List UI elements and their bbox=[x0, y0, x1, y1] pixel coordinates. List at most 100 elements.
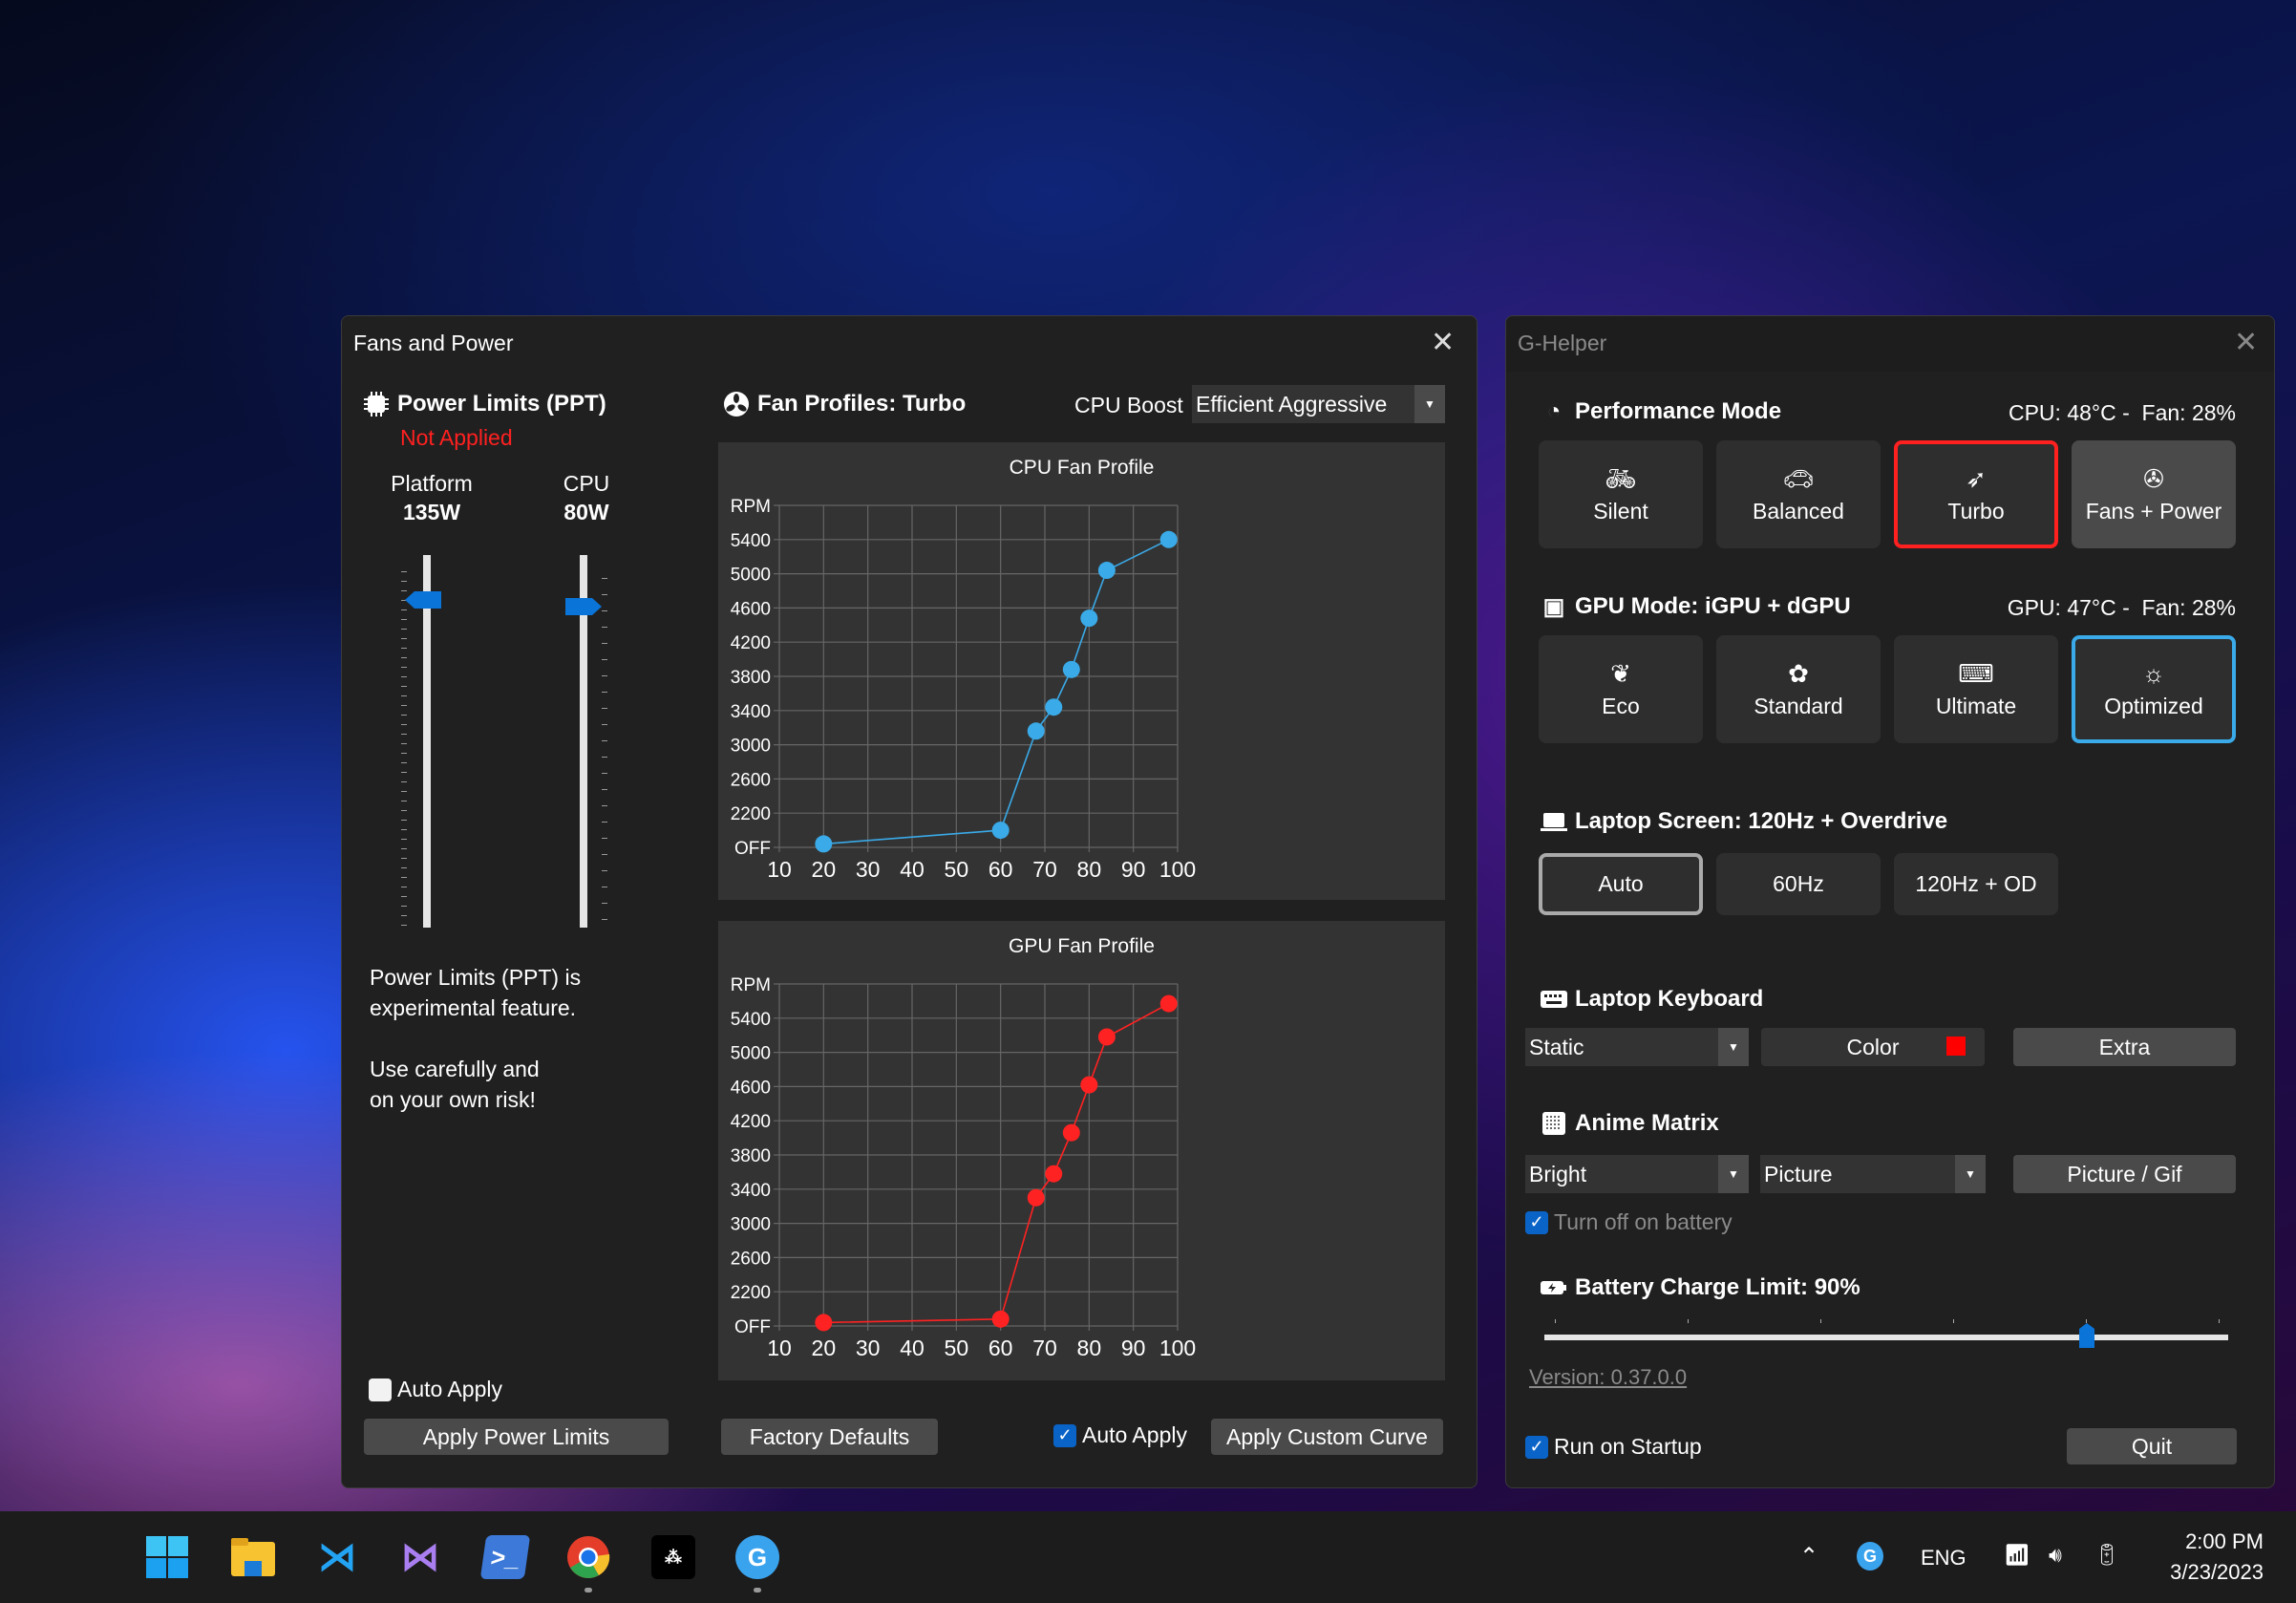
anime-brightness-dropdown[interactable]: Bright ▼ bbox=[1525, 1155, 1749, 1193]
x-tick-label: 30 bbox=[856, 1336, 881, 1360]
quit-button[interactable]: Quit bbox=[2067, 1428, 2237, 1464]
gpu-fan-chart-svg[interactable]: GPU Fan Profile 10 20 30 40 50 60 70 80 90 100 OFF 2… bbox=[718, 921, 1445, 1380]
mode-balanced-button[interactable]: 🚗︎ Balanced bbox=[1716, 440, 1881, 548]
apply-custom-curve-button[interactable]: Apply Custom Curve bbox=[1211, 1419, 1443, 1455]
anime-mode-dropdown[interactable]: Picture ▼ bbox=[1760, 1155, 1986, 1193]
checkbox-unchecked-icon[interactable] bbox=[369, 1378, 392, 1401]
button-label: Color bbox=[1846, 1034, 1900, 1059]
dropdown-value: Picture bbox=[1764, 1161, 1833, 1186]
x-tick-label: 20 bbox=[812, 1336, 837, 1360]
checkbox-label: Turn off on battery bbox=[1554, 1209, 1733, 1234]
power-limits-title: Power Limits (PPT) bbox=[397, 391, 606, 417]
checkmark-icon[interactable]: ✓ bbox=[1525, 1435, 1548, 1459]
g-helper-tray-icon[interactable]: G bbox=[1857, 1542, 1883, 1571]
vscode-icon[interactable]: ⋊ bbox=[318, 1536, 356, 1578]
mode-turbo-button[interactable]: ➶ Turbo bbox=[1894, 440, 2058, 548]
show-hidden-icons-chevron-icon[interactable]: ⌃ bbox=[1799, 1544, 1819, 1570]
battery-limit-slider[interactable] bbox=[1544, 1319, 2228, 1357]
y-tick-label: 3000 bbox=[731, 737, 771, 757]
cpu-slider[interactable] bbox=[554, 555, 611, 928]
clock[interactable]: 2:00 PM 3/23/2023 bbox=[2149, 1527, 2264, 1588]
cpu-slider-thumb[interactable] bbox=[565, 598, 604, 615]
curve-auto-apply-checkbox[interactable]: ✓ Auto Apply bbox=[1053, 1422, 1187, 1448]
x-tick-label: 10 bbox=[767, 1336, 792, 1360]
slider-ticks bbox=[401, 563, 407, 926]
gpu-ultimate-button[interactable]: ⌨ Ultimate bbox=[1894, 635, 2058, 743]
factory-defaults-button[interactable]: Factory Defaults bbox=[721, 1419, 938, 1455]
gpu-optimized-button[interactable]: ☼ Optimized bbox=[2072, 635, 2236, 743]
volume-icon[interactable]: 🔊︎ bbox=[2049, 1543, 2062, 1567]
file-explorer-icon[interactable] bbox=[231, 1535, 275, 1579]
power-auto-apply-checkbox[interactable]: Auto Apply bbox=[369, 1377, 502, 1402]
checkmark-icon[interactable]: ✓ bbox=[1053, 1423, 1076, 1447]
close-icon[interactable]: ✕ bbox=[1431, 327, 1456, 358]
chevron-down-icon[interactable]: ▼ bbox=[1414, 385, 1445, 423]
window-title: G-Helper bbox=[1518, 331, 1607, 355]
curve-point[interactable] bbox=[1027, 1188, 1045, 1207]
tidal-icon[interactable]: ⁂ bbox=[651, 1535, 695, 1579]
chevron-down-icon[interactable]: ▼ bbox=[1718, 1155, 1749, 1193]
title-bar[interactable]: Fans and Power ✕ bbox=[342, 316, 1477, 372]
platform-slider[interactable] bbox=[399, 555, 457, 928]
curve-point[interactable] bbox=[1159, 530, 1178, 548]
curve-point[interactable] bbox=[1045, 1165, 1063, 1183]
chevron-down-icon[interactable]: ▼ bbox=[1955, 1155, 1986, 1193]
curve-point[interactable] bbox=[991, 822, 1010, 840]
apply-power-limits-button[interactable]: Apply Power Limits bbox=[364, 1419, 669, 1455]
screen-60hz-button[interactable]: 60Hz bbox=[1716, 853, 1881, 915]
curve-point[interactable] bbox=[1097, 562, 1116, 580]
cpu-boost-dropdown[interactable]: Efficient Aggressive ▼ bbox=[1192, 385, 1445, 423]
cpu-fan-chart-svg[interactable]: CPU Fan Profile 10 20 30 40 50 60 70 80 90 100 OFF 2… bbox=[718, 442, 1445, 900]
not-applied-status: Not Applied bbox=[400, 425, 513, 450]
powershell-icon[interactable]: >_ bbox=[479, 1535, 531, 1579]
keyboard-extra-button[interactable]: Extra bbox=[2013, 1028, 2236, 1066]
gpu-eco-button[interactable]: ❦ Eco bbox=[1539, 635, 1703, 743]
mode-fans-power-button[interactable]: ✇ Fans + Power bbox=[2072, 440, 2236, 548]
language-indicator[interactable]: ENG bbox=[1921, 1546, 1966, 1570]
color-swatch bbox=[1946, 1037, 1966, 1056]
checkmark-icon[interactable]: ✓ bbox=[1525, 1210, 1548, 1234]
run-on-startup-checkbox[interactable]: ✓ Run on Startup bbox=[1525, 1434, 1702, 1460]
curve-point[interactable] bbox=[1159, 994, 1178, 1013]
close-icon[interactable]: ✕ bbox=[2234, 327, 2259, 358]
screen-120hz-od-button[interactable]: 120Hz + OD bbox=[1894, 853, 2058, 915]
curve-point[interactable] bbox=[1027, 722, 1045, 740]
curve-point[interactable] bbox=[1097, 1028, 1116, 1046]
g-helper-icon[interactable]: G bbox=[735, 1535, 779, 1579]
visual-studio-icon[interactable]: ⋈ bbox=[401, 1536, 439, 1578]
turn-off-on-battery-checkbox[interactable]: ✓ Turn off on battery bbox=[1525, 1209, 1733, 1235]
battery-charging-icon bbox=[1541, 1274, 1567, 1301]
start-icon[interactable] bbox=[145, 1535, 189, 1579]
curve-point[interactable] bbox=[991, 1310, 1010, 1328]
y-tick-label: 5400 bbox=[731, 531, 771, 551]
y-tick-label: 4600 bbox=[731, 1078, 771, 1098]
curve-point[interactable] bbox=[1045, 698, 1063, 716]
chevron-down-icon[interactable]: ▼ bbox=[1718, 1028, 1749, 1066]
chrome-icon[interactable] bbox=[566, 1535, 610, 1579]
curve-point[interactable] bbox=[1080, 609, 1098, 628]
curve-point[interactable] bbox=[1062, 660, 1080, 678]
slider-ticks bbox=[1555, 1319, 2220, 1323]
wifi-icon[interactable]: 📶︎ bbox=[2004, 1543, 2030, 1567]
battery-icon[interactable]: 🔋︎ bbox=[2094, 1543, 2120, 1567]
keyboard-color-button[interactable]: Color bbox=[1761, 1028, 1985, 1066]
y-tick-label: 2200 bbox=[731, 1283, 771, 1303]
y-tick-label: 2600 bbox=[731, 1249, 771, 1269]
curve-point[interactable] bbox=[1062, 1123, 1080, 1142]
cpu-value: 80W bbox=[563, 500, 609, 524]
picture-gif-button[interactable]: Picture / Gif bbox=[2013, 1155, 2236, 1193]
keyboard-mode-dropdown[interactable]: Static ▼ bbox=[1525, 1028, 1749, 1066]
curve-point[interactable] bbox=[1080, 1076, 1098, 1094]
mode-silent-button[interactable]: 🚲︎ Silent bbox=[1539, 440, 1703, 548]
title-bar[interactable]: G-Helper ✕ bbox=[1506, 316, 2274, 372]
x-tick-label: 70 bbox=[1032, 1336, 1057, 1360]
curve-point[interactable] bbox=[815, 1314, 833, 1332]
mode-label: Balanced bbox=[1753, 499, 1844, 524]
screen-auto-button[interactable]: Auto bbox=[1539, 853, 1703, 915]
platform-slider-thumb[interactable] bbox=[405, 591, 441, 609]
battery-slider-thumb[interactable] bbox=[2078, 1323, 2094, 1348]
gpu-standard-button[interactable]: ✿ Standard bbox=[1716, 635, 1881, 743]
y-tick-label: 5000 bbox=[731, 1044, 771, 1064]
version-link[interactable]: Version: 0.37.0.0 bbox=[1529, 1365, 1688, 1389]
curve-point[interactable] bbox=[815, 835, 833, 853]
